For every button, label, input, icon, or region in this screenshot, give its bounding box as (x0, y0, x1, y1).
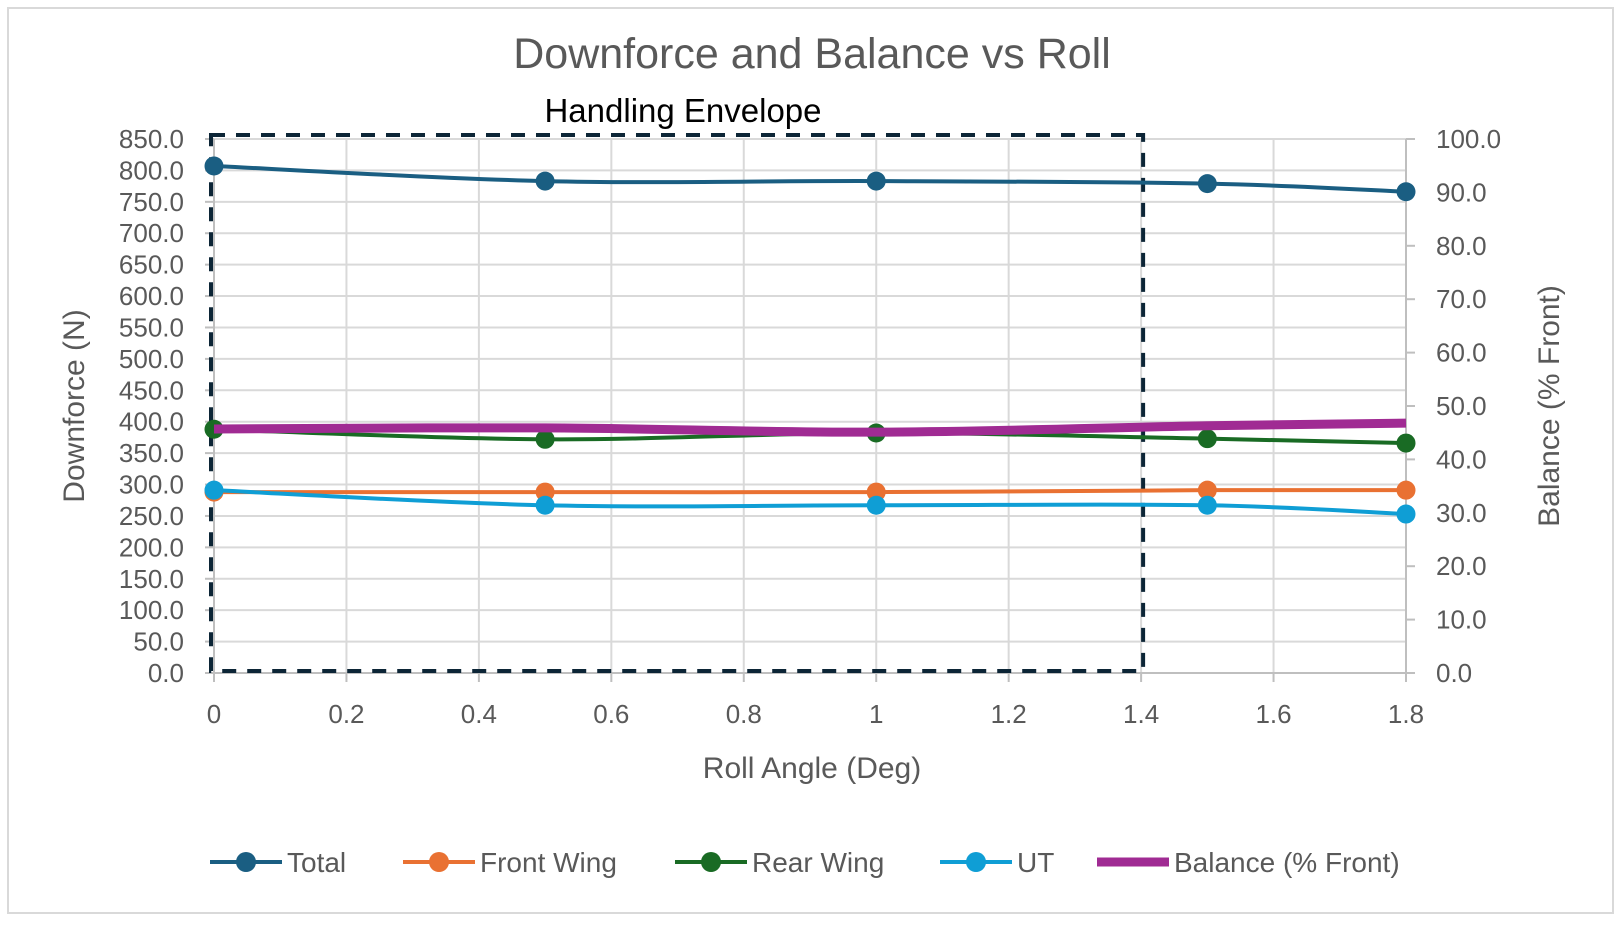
y-tick-label: 0.0 (148, 658, 184, 688)
tick-labels: 0.050.0100.0150.0200.0250.0300.0350.0400… (119, 124, 1501, 729)
y2-tick-label: 70.0 (1436, 284, 1487, 314)
y-tick-label: 150.0 (119, 564, 184, 594)
chart-title: Downforce and Balance vs Roll (513, 30, 1111, 78)
legend: Total Front Wing Rear Wing UT Balance (% Fro… (210, 847, 1400, 878)
y-tick-label: 250.0 (119, 501, 184, 531)
y-tick-label: 450.0 (119, 375, 184, 405)
legend-swatch-marker (701, 852, 721, 872)
y2-tick-label: 90.0 (1436, 177, 1487, 207)
legend-item-total: Total (210, 847, 346, 878)
y-tick-label: 800.0 (119, 155, 184, 185)
handling-envelope (209, 133, 1146, 673)
legend-label: UT (1017, 847, 1054, 878)
legend-item-rear-wing: Rear Wing (675, 847, 884, 878)
data-point-rear-wing (1396, 433, 1416, 453)
data-point-rear-wing (535, 429, 555, 449)
y2-tick-label: 0.0 (1436, 658, 1472, 688)
y-tick-label: 200.0 (119, 532, 184, 562)
data-point-front-wing (866, 482, 886, 502)
envelope-label: Handling Envelope (544, 92, 821, 129)
data-point-front-wing (1197, 480, 1217, 500)
y-tick-label: 650.0 (119, 250, 184, 280)
x-axis-title: Roll Angle (Deg) (703, 752, 921, 785)
y-tick-label: 50.0 (133, 627, 184, 657)
legend-swatch-marker (236, 852, 256, 872)
y-tick-label: 300.0 (119, 470, 184, 500)
x-tick-label: 1.8 (1388, 699, 1424, 729)
y2-tick-label: 100.0 (1436, 124, 1501, 154)
legend-swatch-marker (429, 852, 449, 872)
data-point-ut (204, 480, 224, 500)
series-line-front-wing (214, 488, 1407, 495)
x-tick-label: 1.2 (991, 699, 1027, 729)
series-balance-front (213, 418, 1407, 437)
legend-item-balance-front: Balance (% Front) (1097, 847, 1400, 878)
legend-label: Rear Wing (752, 847, 884, 878)
data-point-total (535, 171, 555, 191)
series-ut (204, 480, 1416, 524)
legend-item-ut: UT (940, 847, 1054, 878)
y2-tick-label: 80.0 (1436, 231, 1487, 261)
y-tick-label: 850.0 (119, 124, 184, 154)
y-tick-label: 500.0 (119, 344, 184, 374)
series-total (204, 156, 1416, 202)
x-tick-label: 1.6 (1255, 699, 1291, 729)
legend-swatch-marker (966, 852, 986, 872)
x-tick-label: 1.4 (1123, 699, 1159, 729)
y-tick-label: 600.0 (119, 281, 184, 311)
x-tick-label: 0.6 (593, 699, 629, 729)
data-point-total (204, 156, 224, 176)
series-line-balance-front (213, 418, 1407, 437)
series-line-ut (213, 488, 1407, 517)
y-tick-label: 400.0 (119, 407, 184, 437)
data-point-ut (535, 495, 555, 515)
legend-label: Balance (% Front) (1174, 847, 1400, 878)
x-tick-label: 0.8 (726, 699, 762, 729)
data-point-total (1396, 182, 1416, 202)
chart-frame (7, 7, 1614, 914)
y2-axis-title: Balance (% Front) (1533, 285, 1566, 527)
y2-tick-label: 40.0 (1436, 444, 1487, 474)
data-point-front-wing (535, 482, 555, 502)
data-point-total (866, 171, 886, 191)
y2-tick-label: 50.0 (1436, 391, 1487, 421)
y-tick-label: 100.0 (119, 595, 184, 625)
x-tick-label: 0 (207, 699, 221, 729)
legend-label: Front Wing (480, 847, 617, 878)
x-tick-label: 1 (869, 699, 883, 729)
y-axis-title: Downforce (N) (58, 309, 91, 502)
y-tick-label: 750.0 (119, 187, 184, 217)
data-point-ut (1197, 495, 1217, 515)
x-tick-label: 0.2 (328, 699, 364, 729)
data-point-ut (866, 495, 886, 515)
axes (205, 138, 1415, 682)
y2-tick-label: 20.0 (1436, 551, 1487, 581)
y-tick-label: 700.0 (119, 218, 184, 248)
data-point-rear-wing (1197, 429, 1217, 449)
y2-tick-label: 60.0 (1436, 338, 1487, 368)
data-point-total (1197, 174, 1217, 194)
envelope-rect (209, 133, 1146, 673)
x-tick-label: 0.4 (461, 699, 497, 729)
y2-tick-label: 10.0 (1436, 605, 1487, 635)
legend-label: Total (287, 847, 346, 878)
series-line-total (213, 164, 1407, 194)
legend-item-front-wing: Front Wing (403, 847, 617, 878)
y-tick-label: 350.0 (119, 438, 184, 468)
gridlines (214, 138, 1406, 673)
data-point-front-wing (1396, 480, 1416, 500)
y-tick-label: 550.0 (119, 312, 184, 342)
data-point-ut (1396, 504, 1416, 524)
series-layer (204, 156, 1416, 524)
y2-tick-label: 30.0 (1436, 498, 1487, 528)
